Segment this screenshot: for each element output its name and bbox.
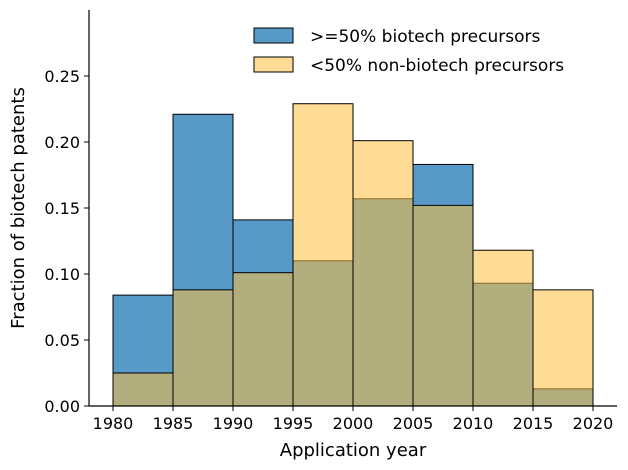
bar-non-biotech-2015 xyxy=(533,290,593,406)
y-axis-title: Fraction of biotech patents xyxy=(8,87,29,329)
legend-label-biotech: >=50% biotech precursors xyxy=(310,27,540,47)
bars-layer xyxy=(113,104,593,406)
x-tick-label: 2000 xyxy=(333,414,374,433)
y-tick-label: 0.05 xyxy=(44,331,80,350)
y-tick-label: 0.20 xyxy=(44,133,80,152)
bar-non-biotech-1985 xyxy=(173,290,233,406)
legend: >=50% biotech precursors <50% non-biotec… xyxy=(254,27,564,76)
bar-non-biotech-1980 xyxy=(113,373,173,406)
y-tick-label: 0.25 xyxy=(44,67,80,86)
y-tick-label: 0.00 xyxy=(44,397,80,416)
x-axis-title: Application year xyxy=(280,440,427,461)
bar-non-biotech-2010 xyxy=(473,250,533,406)
bar-non-biotech-2005 xyxy=(413,205,473,406)
x-tick-label: 2005 xyxy=(393,414,434,433)
legend-swatch-biotech xyxy=(254,28,293,43)
legend-swatch-non-biotech xyxy=(254,57,293,72)
x-tick-label: 2020 xyxy=(573,414,614,433)
x-tick-label: 1995 xyxy=(273,414,314,433)
y-tick-label: 0.10 xyxy=(44,265,80,284)
x-tick-label: 2015 xyxy=(513,414,554,433)
legend-label-non-biotech: <50% non-biotech precursors xyxy=(310,56,564,76)
bar-non-biotech-2000 xyxy=(353,141,413,406)
x-tick-label: 1990 xyxy=(213,414,254,433)
x-tick-label: 1980 xyxy=(93,414,134,433)
bar-non-biotech-1995 xyxy=(293,104,353,406)
y-tick-label: 0.15 xyxy=(44,199,80,218)
x-tick-label: 1985 xyxy=(153,414,194,433)
bar-non-biotech-1990 xyxy=(233,273,293,406)
x-tick-label: 2010 xyxy=(453,414,494,433)
